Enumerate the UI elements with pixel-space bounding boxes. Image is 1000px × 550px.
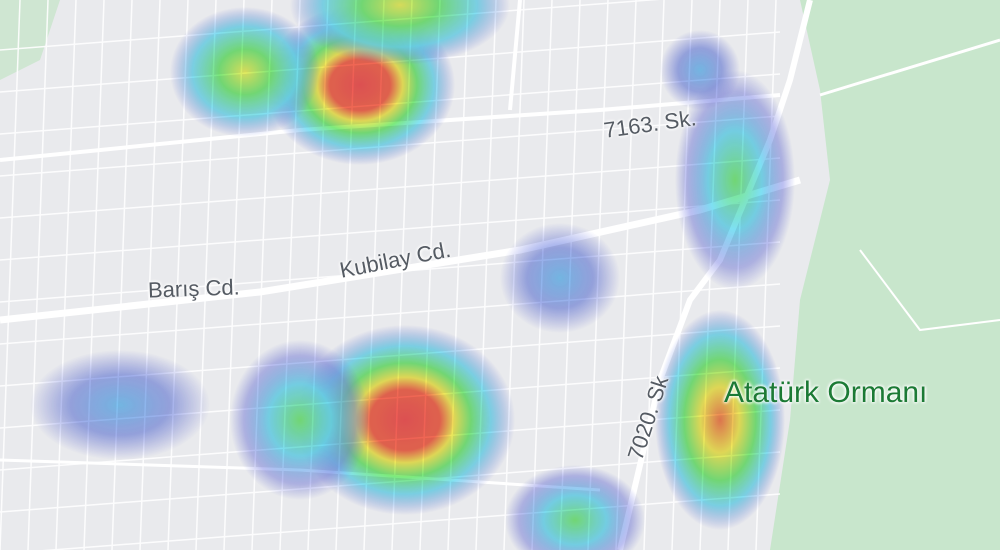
- heatmap-layer: [30, 0, 795, 550]
- minor-street: [615, 0, 637, 550]
- heat-hotspot: [675, 70, 795, 290]
- park-label-ataturk-ormani: Atatürk Ormanı: [724, 376, 928, 409]
- minor-street: [83, 0, 105, 550]
- heat-hotspot: [655, 310, 785, 530]
- park-area-small: [0, 0, 60, 80]
- minor-street: [42, 493, 781, 550]
- heat-hotspot: [170, 7, 320, 137]
- heat-hotspot: [660, 30, 740, 110]
- park-area: [770, 0, 1000, 550]
- minor-street: [0, 0, 21, 550]
- minor-street: [55, 0, 77, 550]
- heat-hotspot: [30, 350, 210, 460]
- street-label-baris: Barış Cd.: [147, 274, 241, 303]
- heat-hotspot: [505, 465, 645, 550]
- heat-hotspot: [290, 0, 510, 65]
- minor-street: [0, 283, 781, 345]
- minor-street: [0, 199, 781, 261]
- heat-hotspot: [500, 223, 620, 333]
- minor-street: [0, 241, 781, 303]
- minor-street: [643, 0, 665, 550]
- minor-street: [27, 0, 49, 550]
- minor-street: [0, 157, 781, 219]
- heat-hotspot: [230, 340, 370, 500]
